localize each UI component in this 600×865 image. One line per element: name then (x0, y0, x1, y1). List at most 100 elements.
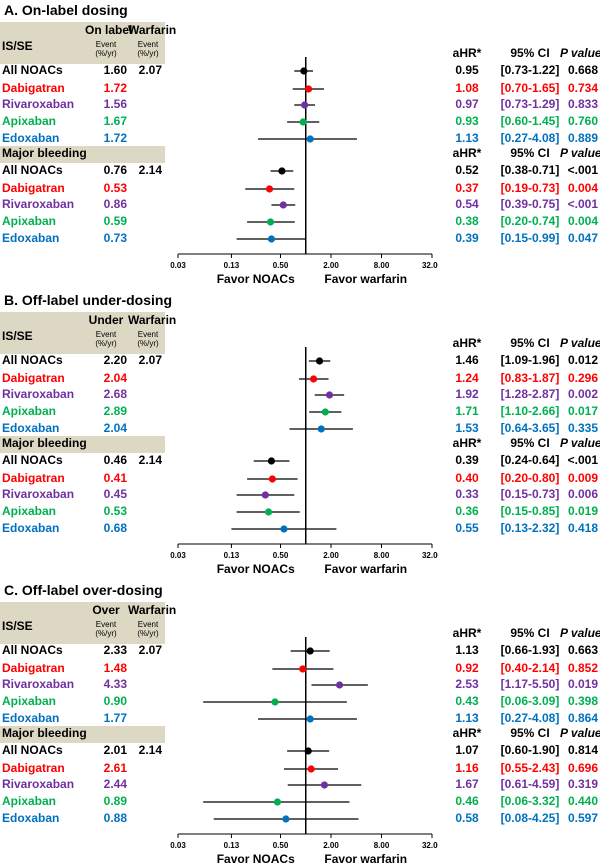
row-label: Edoxaban (2, 131, 60, 145)
hr-point (267, 457, 276, 465)
ahr-value: 0.39 (455, 453, 479, 467)
favor-noacs-label: Favor NOACs (217, 852, 295, 865)
ci-value: [0.24-0.64] (500, 453, 560, 467)
event-rate-noac: 2.89 (103, 404, 127, 418)
ci-value: [0.83-1.87] (500, 371, 560, 385)
header-band (0, 602, 165, 644)
event-rate-noac: 1.77 (103, 711, 127, 725)
hr-point (267, 235, 276, 243)
result-header-ahr: aHR* (452, 46, 482, 60)
ahr-value: 0.38 (455, 214, 479, 228)
ci-value: [0.15-0.85] (500, 504, 560, 518)
p-value: <.001 (567, 197, 598, 211)
ahr-value: 0.33 (455, 487, 479, 501)
ci-value: [1.09-1.96] (500, 353, 560, 367)
p-value: 0.864 (567, 711, 598, 725)
x-tick-label: 8.00 (374, 551, 390, 560)
result-header-ahr: aHR* (452, 436, 482, 450)
p-value: 0.814 (567, 743, 598, 757)
event-rate-noac: 2.01 (103, 743, 127, 757)
result-header-ahr: aHR* (452, 726, 482, 740)
hr-point (306, 715, 314, 723)
ci-value: [0.64-3.65] (500, 421, 560, 435)
p-value: 0.418 (567, 521, 598, 535)
forest-panel: B. Off-label under-dosing IS/SE Under Warfa… (0, 290, 600, 575)
ahr-value: 0.58 (455, 811, 479, 825)
row-label: Rivaroxaban (2, 677, 75, 691)
hr-point (268, 475, 276, 483)
hr-point (280, 525, 288, 533)
event-rate-noac: 1.60 (103, 63, 127, 77)
forest-panel: A. On-label dosing IS/SE On label Warfarin E… (0, 0, 600, 285)
event-rate-noac: 0.90 (103, 694, 127, 708)
event-rate-noac: 0.53 (103, 504, 127, 518)
p-value: 0.002 (567, 387, 598, 401)
p-value: <.001 (567, 163, 598, 177)
group-label: IS/SE (2, 39, 33, 53)
row-label: Rivaroxaban (2, 97, 75, 111)
hr-point (279, 201, 287, 209)
event-rate-warfarin: 2.14 (138, 163, 162, 177)
group-label: IS/SE (2, 619, 33, 633)
result-header-p: P value (560, 726, 600, 740)
hr-point (307, 765, 315, 773)
result-header-ci: 95% CI (510, 726, 550, 740)
header-band (0, 726, 165, 743)
p-value: 0.833 (567, 97, 598, 111)
ahr-value: 1.13 (455, 643, 479, 657)
ahr-value: 1.13 (455, 711, 479, 725)
hr-point (304, 85, 313, 93)
ahr-value: 0.39 (455, 231, 479, 245)
header-band (0, 22, 165, 64)
x-tick-label: 0.50 (273, 841, 289, 850)
row-label: Apixaban (2, 404, 57, 418)
result-header-ahr: aHR* (452, 146, 482, 160)
row-label: Rivaroxaban (2, 487, 75, 501)
row-label: All NOACs (2, 453, 63, 467)
p-value: 0.019 (567, 677, 598, 691)
hr-point (264, 508, 273, 516)
x-tick-label: 0.13 (224, 551, 240, 560)
forest-plot-area: 0.03 0.13 0.50 2.00 8.00 32.00 Favor NOACs Favo… (170, 57, 438, 285)
result-header-p: P value (560, 146, 600, 160)
event-rate-noac: 1.48 (103, 661, 127, 675)
p-value: 0.017 (567, 404, 598, 418)
forest-plot-area: 0.03 0.13 0.50 2.00 8.00 32.00 Favor NOACs Favo… (170, 637, 438, 865)
p-value: 0.760 (567, 114, 598, 128)
result-header-ahr: aHR* (452, 626, 482, 640)
p-value: 0.852 (567, 661, 598, 675)
event-rate-noac: 0.41 (103, 471, 127, 485)
x-tick-label: 2.00 (323, 551, 339, 560)
x-tick-label: 0.03 (170, 261, 186, 270)
forest-panel: C. Off-label over-dosing IS/SE Over Warfari… (0, 580, 600, 865)
favor-noacs-label: Favor NOACs (217, 562, 295, 575)
ci-value: [1.10-2.66] (500, 404, 560, 418)
event-rate-noac: 2.04 (103, 421, 127, 435)
p-value: 0.009 (567, 471, 598, 485)
hr-point (309, 375, 318, 383)
group-label: Major bleeding (2, 726, 87, 740)
group-label: Major bleeding (2, 146, 87, 160)
header-band (0, 146, 165, 163)
group-label: Major bleeding (2, 436, 87, 450)
event-rate-noac: 0.89 (103, 794, 127, 808)
ci-value: [0.70-1.65] (500, 81, 560, 95)
row-label: All NOACs (2, 743, 63, 757)
event-rate-noac: 4.33 (103, 677, 127, 691)
column-header-noac: Under (88, 313, 124, 327)
row-label: Edoxaban (2, 711, 60, 725)
event-rate-noac: 0.45 (103, 487, 127, 501)
event-rate-noac: 0.73 (103, 231, 127, 245)
ci-value: [0.20-0.80] (500, 471, 560, 485)
x-tick-label: 0.03 (170, 551, 186, 560)
row-label: All NOACs (2, 353, 63, 367)
column-sublabel-noac: Event (%/yr) (95, 330, 117, 348)
ci-value: [0.40-2.14] (500, 661, 560, 675)
row-label: All NOACs (2, 163, 63, 177)
row-label: Apixaban (2, 794, 57, 808)
ahr-value: 0.92 (455, 661, 479, 675)
p-value: 0.335 (567, 421, 598, 435)
row-label: Dabigatran (2, 181, 65, 195)
ci-value: [0.60-1.45] (500, 114, 560, 128)
header-band (0, 312, 165, 354)
